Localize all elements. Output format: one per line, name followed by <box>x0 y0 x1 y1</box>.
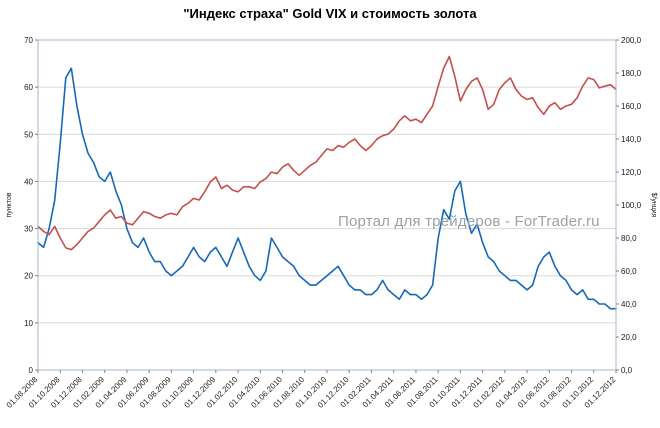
gold-series-line <box>37 55 617 251</box>
y-right-tick-label: 0,0 <box>621 366 633 375</box>
right-axis-title: $/унция <box>650 193 657 218</box>
y-right-tick-label: 140,0 <box>621 135 642 144</box>
y-right-tick-label: 60,0 <box>621 267 637 276</box>
plot-border <box>37 39 617 371</box>
y-right-tick-label: 180,0 <box>621 69 642 78</box>
y-left-tick-label: 50 <box>24 130 33 139</box>
y-left-tick-label: 70 <box>24 36 33 45</box>
y-left-tick-label: 40 <box>24 177 33 186</box>
y-left-tick-label: 10 <box>24 319 33 328</box>
y-right-tick-label: 100,0 <box>621 201 642 210</box>
y-right-tick-label: 20,0 <box>621 333 637 342</box>
vix-series-line <box>37 67 617 310</box>
chart-title: "Индекс страха" Gold VIX и стоимость зол… <box>183 6 477 21</box>
y-left-tick-label: 30 <box>24 225 33 234</box>
y-left-tick-label: 0 <box>29 366 34 375</box>
y-right-tick-label: 80,0 <box>621 234 637 243</box>
y-right-tick-label: 160,0 <box>621 102 642 111</box>
y-right-tick-label: 120,0 <box>621 168 642 177</box>
y-right-tick-label: 200,0 <box>621 36 642 45</box>
y-left-tick-label: 20 <box>24 272 33 281</box>
y-left-tick-label: 60 <box>24 83 33 92</box>
left-axis-title: пунктов <box>6 192 13 217</box>
y-right-tick-label: 40,0 <box>621 300 637 309</box>
